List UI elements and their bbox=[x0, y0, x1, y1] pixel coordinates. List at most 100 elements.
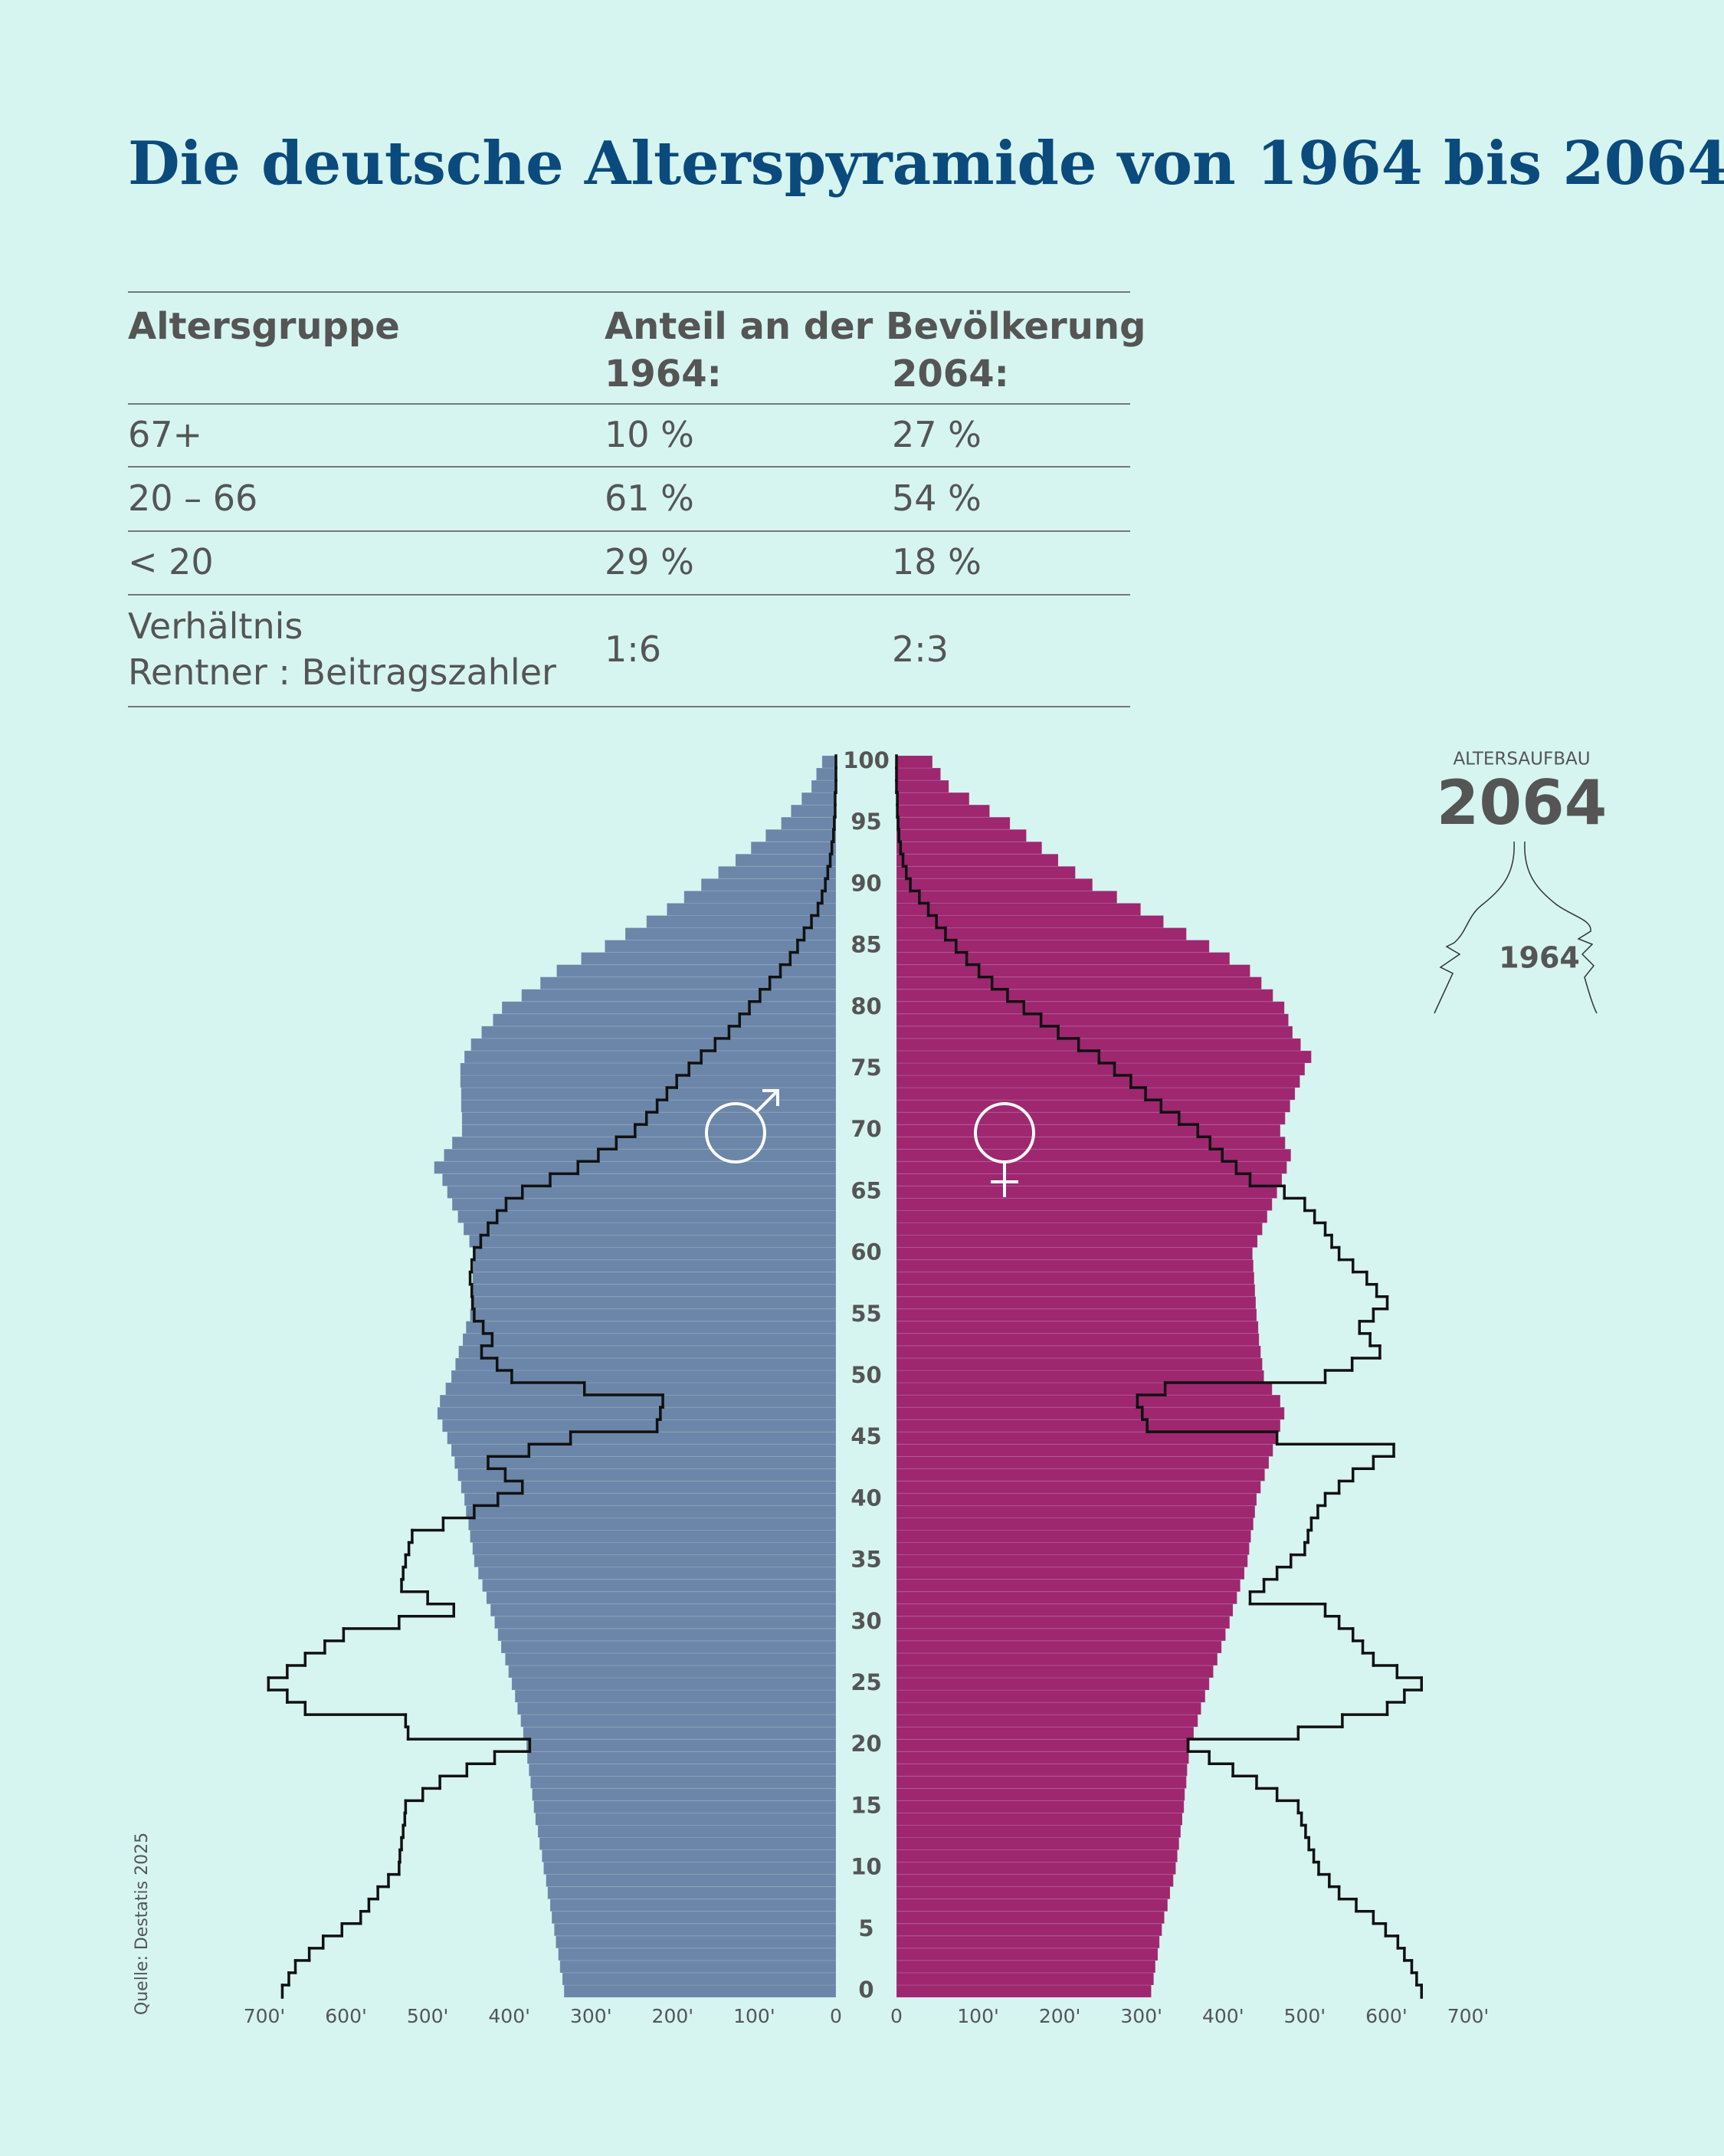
bar bbox=[896, 952, 1231, 966]
bar bbox=[467, 1517, 837, 1531]
bar bbox=[539, 1837, 837, 1851]
bar bbox=[465, 1505, 837, 1518]
bar bbox=[896, 1579, 1241, 1593]
bar bbox=[460, 1062, 837, 1076]
bar bbox=[458, 1345, 837, 1359]
bar bbox=[465, 1321, 837, 1334]
bar bbox=[451, 1197, 837, 1211]
bar bbox=[896, 1111, 1286, 1125]
bar bbox=[463, 1222, 837, 1236]
bar bbox=[551, 1911, 837, 1925]
bar bbox=[896, 1025, 1293, 1039]
bar bbox=[896, 853, 1059, 867]
bar bbox=[521, 989, 837, 1003]
bar bbox=[896, 1419, 1281, 1432]
bar bbox=[896, 1087, 1296, 1101]
y-tick-label: 45 bbox=[851, 1423, 881, 1449]
gender-symbols bbox=[705, 1089, 1035, 1197]
bar bbox=[528, 1763, 837, 1777]
bar bbox=[470, 1530, 837, 1544]
title: Die deutsche Alterspyramide von 1964 bis… bbox=[128, 129, 1724, 199]
bar bbox=[896, 1247, 1254, 1261]
table-rule bbox=[128, 594, 1130, 596]
bar bbox=[896, 1530, 1252, 1544]
bar bbox=[896, 1160, 1287, 1174]
bar bbox=[492, 1013, 837, 1027]
y-tick-label: 100 bbox=[843, 747, 890, 773]
bar bbox=[896, 1923, 1162, 1937]
bar bbox=[447, 1431, 837, 1445]
bar bbox=[474, 1554, 837, 1568]
bar bbox=[508, 1665, 837, 1679]
bar bbox=[439, 1394, 837, 1408]
bar bbox=[896, 1517, 1254, 1531]
bar bbox=[896, 816, 1011, 830]
y-tick-label: 0 bbox=[858, 1977, 873, 2003]
bar bbox=[896, 1099, 1291, 1113]
table-header: Anteil an der Bevölkerung bbox=[605, 305, 1146, 348]
x-tick-label: 600' bbox=[1365, 2005, 1408, 2027]
bar bbox=[896, 1714, 1198, 1728]
x-tick-label: 100' bbox=[733, 2005, 775, 2027]
bar bbox=[494, 1616, 837, 1629]
bar bbox=[811, 779, 837, 793]
bar bbox=[896, 976, 1262, 990]
bar bbox=[473, 1259, 837, 1273]
male-symbol-arrow bbox=[755, 1089, 779, 1114]
bar bbox=[472, 1542, 837, 1556]
bar bbox=[896, 1406, 1285, 1420]
y-tick-label: 85 bbox=[851, 932, 881, 958]
bar bbox=[457, 1209, 837, 1223]
bars bbox=[434, 755, 1312, 1998]
bar bbox=[447, 1185, 837, 1199]
bar bbox=[896, 1591, 1237, 1605]
bar bbox=[896, 1911, 1165, 1925]
y-tick-label: 90 bbox=[851, 870, 881, 896]
x-tick-label: 200' bbox=[652, 2005, 694, 2027]
bar bbox=[765, 829, 837, 842]
bar bbox=[896, 1370, 1265, 1383]
legend-thumbnail bbox=[1434, 841, 1598, 1014]
bar bbox=[486, 1591, 837, 1605]
x-tick-label: 300' bbox=[570, 2005, 612, 2027]
table-subheader: 2064: bbox=[892, 353, 1009, 395]
table-rule bbox=[128, 291, 1130, 293]
bar bbox=[896, 1431, 1278, 1445]
table-rule bbox=[128, 403, 1130, 405]
bar bbox=[451, 1443, 837, 1457]
bar bbox=[472, 1272, 837, 1285]
bar bbox=[497, 1628, 837, 1642]
bar bbox=[896, 1787, 1185, 1801]
x-tick-label: 0 bbox=[830, 2005, 842, 2027]
x-tick-label: 500' bbox=[1284, 2005, 1326, 2027]
bar bbox=[520, 1714, 837, 1728]
bar bbox=[896, 1296, 1257, 1310]
bar bbox=[563, 1984, 837, 1998]
bar bbox=[896, 1984, 1152, 1998]
x-tick-label: 400' bbox=[488, 2005, 530, 2027]
bar bbox=[451, 1370, 837, 1383]
bar bbox=[896, 927, 1187, 941]
bar bbox=[558, 1948, 837, 1961]
y-tick-label: 5 bbox=[858, 1915, 873, 1941]
bar bbox=[464, 1492, 837, 1506]
bar bbox=[896, 1001, 1285, 1015]
table-header: Altersgruppe bbox=[128, 305, 400, 348]
y-tick-label: 15 bbox=[851, 1792, 881, 1818]
bar bbox=[896, 1272, 1255, 1285]
bar bbox=[580, 952, 837, 966]
bar bbox=[556, 964, 837, 978]
bar bbox=[468, 1235, 837, 1249]
male-symbol bbox=[705, 1102, 766, 1163]
bar bbox=[477, 1567, 837, 1580]
bar bbox=[646, 915, 837, 929]
bar bbox=[470, 1038, 837, 1052]
table-subheader: 1964: bbox=[605, 353, 722, 395]
bar bbox=[896, 964, 1250, 978]
bar bbox=[896, 1357, 1263, 1371]
bar bbox=[523, 1726, 837, 1740]
bar bbox=[604, 940, 837, 953]
y-tick-label: 95 bbox=[851, 809, 881, 835]
bar bbox=[821, 755, 837, 769]
bar bbox=[482, 1579, 837, 1593]
